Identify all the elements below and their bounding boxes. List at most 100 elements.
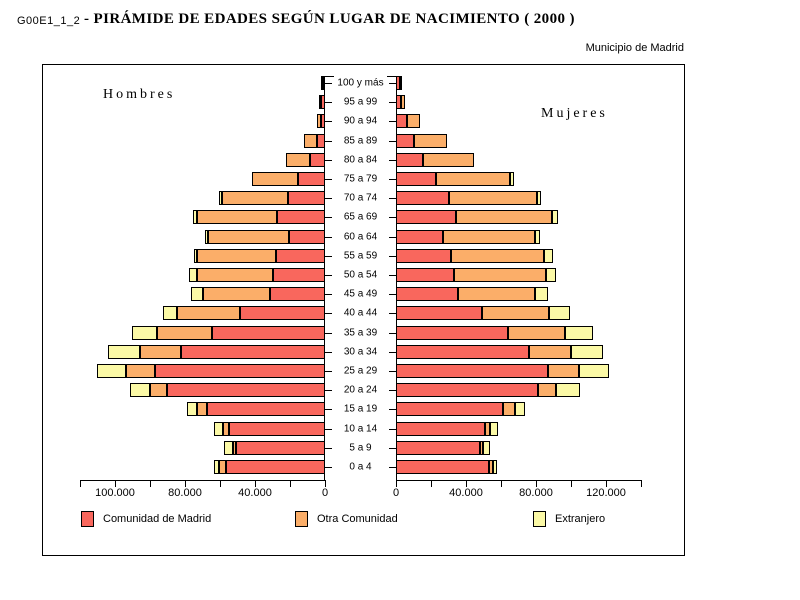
right-row-tick bbox=[389, 198, 396, 199]
bar-segment-hombres-otra bbox=[197, 268, 273, 282]
bar-segment-hombres-comunidad bbox=[229, 422, 325, 436]
bar-segment-hombres-extranjero bbox=[219, 191, 222, 205]
bar-segment-mujeres-extranjero bbox=[535, 287, 548, 301]
left-row-tick bbox=[325, 448, 332, 449]
right-row-tick bbox=[389, 352, 396, 353]
bar-segment-mujeres-comunidad bbox=[396, 306, 482, 320]
x-axis-tick bbox=[220, 480, 221, 487]
bar-segment-mujeres-comunidad bbox=[396, 287, 458, 301]
bar-segment-hombres-extranjero bbox=[193, 210, 197, 224]
bar-segment-hombres-otra bbox=[222, 191, 288, 205]
bar-segment-mujeres-comunidad bbox=[396, 345, 529, 359]
age-label: 5 a 9 bbox=[349, 442, 372, 454]
bar-segment-mujeres-comunidad bbox=[396, 402, 503, 416]
x-axis-tick bbox=[255, 480, 256, 487]
bar-segment-hombres-otra bbox=[157, 326, 212, 340]
bar-segment-mujeres-otra bbox=[548, 364, 579, 378]
bar-segment-hombres-comunidad bbox=[273, 268, 325, 282]
chart-subtitle: Municipio de Madrid bbox=[585, 42, 684, 54]
left-row-tick bbox=[325, 141, 332, 142]
bar-segment-mujeres-otra bbox=[443, 230, 535, 244]
bar-segment-mujeres-otra bbox=[529, 345, 571, 359]
bar-segment-mujeres-comunidad bbox=[396, 364, 548, 378]
bar-segment-hombres-otra bbox=[317, 114, 321, 128]
bar-segment-hombres-otra bbox=[140, 345, 181, 359]
left-row-tick bbox=[325, 198, 332, 199]
bar-segment-mujeres-otra bbox=[503, 402, 515, 416]
bar-segment-mujeres-comunidad bbox=[396, 153, 423, 167]
bar-segment-hombres-comunidad bbox=[298, 172, 325, 186]
bar-segment-hombres-comunidad bbox=[181, 345, 325, 359]
legend-item-extranjero: Extranjero bbox=[533, 511, 605, 527]
age-label: 40 a 44 bbox=[343, 307, 378, 319]
bar-segment-hombres-otra bbox=[203, 287, 270, 301]
bar-segment-mujeres-comunidad bbox=[396, 249, 451, 263]
bar-segment-mujeres-otra bbox=[400, 76, 402, 90]
age-label: 10 a 14 bbox=[343, 423, 378, 435]
x-axis-tick bbox=[606, 480, 607, 487]
age-label: 35 a 39 bbox=[343, 327, 378, 339]
right-row-tick bbox=[389, 83, 396, 84]
bar-segment-mujeres-otra bbox=[414, 134, 447, 148]
right-row-tick bbox=[389, 429, 396, 430]
x-axis-label: 40.000 bbox=[238, 487, 272, 499]
legend-item-otra: Otra Comunidad bbox=[295, 511, 398, 527]
left-row-tick bbox=[325, 121, 332, 122]
left-center-axis-top-tick bbox=[324, 76, 334, 77]
bar-segment-hombres-otra bbox=[286, 153, 310, 167]
right-row-tick bbox=[389, 409, 396, 410]
left-row-tick bbox=[325, 237, 332, 238]
legend-swatch-comunidad bbox=[81, 511, 94, 527]
bar-segment-hombres-otra bbox=[233, 441, 236, 455]
bar-segment-hombres-comunidad bbox=[270, 287, 325, 301]
bar-segment-hombres-comunidad bbox=[155, 364, 325, 378]
bar-segment-hombres-comunidad bbox=[317, 134, 325, 148]
bar-segment-mujeres-extranjero bbox=[571, 345, 603, 359]
right-row-tick bbox=[389, 237, 396, 238]
legend-label-otra: Otra Comunidad bbox=[317, 513, 398, 525]
left-row-tick bbox=[325, 467, 332, 468]
bar-segment-mujeres-comunidad bbox=[396, 326, 508, 340]
bar-segment-hombres-comunidad bbox=[289, 230, 325, 244]
x-axis-tick bbox=[536, 480, 537, 487]
x-axis-label: 0 bbox=[392, 487, 400, 499]
bar-segment-hombres-otra bbox=[126, 364, 155, 378]
right-row-tick bbox=[389, 313, 396, 314]
right-row-tick bbox=[389, 448, 396, 449]
bar-segment-hombres-extranjero bbox=[191, 287, 203, 301]
age-label: 15 a 19 bbox=[343, 403, 378, 415]
x-axis-left bbox=[80, 480, 325, 481]
age-label: 85 a 89 bbox=[343, 135, 378, 147]
age-label: 100 y más bbox=[337, 77, 384, 89]
bar-segment-hombres-extranjero bbox=[187, 402, 197, 416]
bar-segment-hombres-comunidad bbox=[321, 95, 325, 109]
age-label: 25 a 29 bbox=[343, 365, 378, 377]
x-axis-label: 80.000 bbox=[519, 487, 553, 499]
x-axis-tick bbox=[115, 480, 116, 487]
bar-segment-hombres-otra bbox=[150, 383, 167, 397]
bar-segment-hombres-otra bbox=[197, 402, 207, 416]
bar-segment-mujeres-comunidad bbox=[396, 441, 480, 455]
bar-segment-hombres-otra bbox=[252, 172, 298, 186]
right-row-tick bbox=[389, 121, 396, 122]
left-row-tick bbox=[325, 294, 332, 295]
bar-segment-mujeres-comunidad bbox=[396, 172, 436, 186]
x-axis-tick bbox=[501, 480, 502, 487]
bar-segment-mujeres-otra bbox=[480, 441, 483, 455]
x-axis-tick bbox=[185, 480, 186, 487]
age-label: 20 a 24 bbox=[343, 384, 378, 396]
bar-segment-hombres-comunidad bbox=[310, 153, 325, 167]
bar-segment-hombres-otra bbox=[177, 306, 240, 320]
x-axis-label: 120.000 bbox=[586, 487, 626, 499]
x-axis-tick bbox=[80, 480, 81, 487]
bar-segment-hombres-extranjero bbox=[194, 249, 197, 263]
bar-segment-mujeres-otra bbox=[454, 268, 546, 282]
bar-segment-mujeres-otra bbox=[451, 249, 544, 263]
right-row-tick bbox=[389, 467, 396, 468]
age-label: 60 a 64 bbox=[343, 231, 378, 243]
x-axis-tick bbox=[396, 480, 397, 487]
x-axis-label: 0 bbox=[321, 487, 329, 499]
bar-segment-hombres-comunidad bbox=[226, 460, 325, 474]
x-axis-tick bbox=[466, 480, 467, 487]
bar-segment-mujeres-extranjero bbox=[493, 460, 497, 474]
